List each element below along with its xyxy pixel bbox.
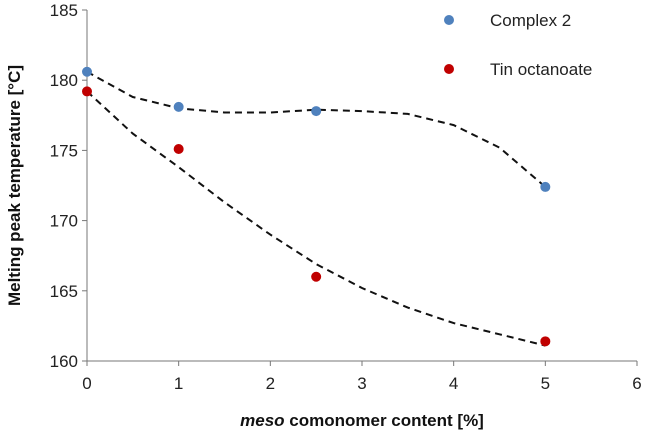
- series-2-point: [311, 271, 322, 282]
- y-tick-label: 165: [50, 282, 78, 301]
- x-tick-label: 6: [632, 374, 641, 393]
- y-tick-label: 160: [50, 352, 78, 371]
- series-2-point: [173, 143, 184, 154]
- series-1-point: [173, 101, 184, 112]
- trend-lines: [86, 70, 546, 347]
- legend-marker-1: [444, 15, 454, 25]
- legend-label-1: Complex 2: [490, 11, 571, 30]
- series-1-point: [540, 181, 551, 192]
- y-tick-label: 170: [50, 212, 78, 231]
- x-tick-label: 4: [449, 374, 458, 393]
- y-tick-label: 175: [50, 141, 78, 160]
- x-axis-title: meso comonomer content [%]: [240, 411, 484, 430]
- x-axis-title-italic: meso: [240, 411, 284, 430]
- axes: 160 165 170 175 180 185 0 1 2 3 4 5 6: [50, 1, 642, 393]
- legend-marker-2: [444, 64, 454, 74]
- y-tick-label: 180: [50, 71, 78, 90]
- x-axis-title-rest: comonomer content [%]: [285, 411, 484, 430]
- series-2-point: [82, 86, 92, 97]
- legend: Complex 2 Tin octanoate: [444, 11, 592, 79]
- y-tick-label: 185: [50, 1, 78, 20]
- series-2-trend-line: [86, 90, 546, 347]
- legend-label-2: Tin octanoate: [490, 60, 592, 79]
- data-points: [82, 66, 551, 347]
- y-axis-title: Melting peak temperature [°C]: [5, 65, 24, 306]
- x-tick-label: 1: [174, 374, 183, 393]
- series-1-trend-line: [86, 70, 546, 188]
- x-tick-label: 5: [541, 374, 550, 393]
- x-tick-label: 3: [357, 374, 366, 393]
- x-tick-label: 0: [82, 374, 91, 393]
- series-2-point: [540, 336, 551, 347]
- series-1-point: [82, 66, 92, 77]
- x-tick-label: 2: [266, 374, 275, 393]
- series-1-point: [311, 106, 322, 117]
